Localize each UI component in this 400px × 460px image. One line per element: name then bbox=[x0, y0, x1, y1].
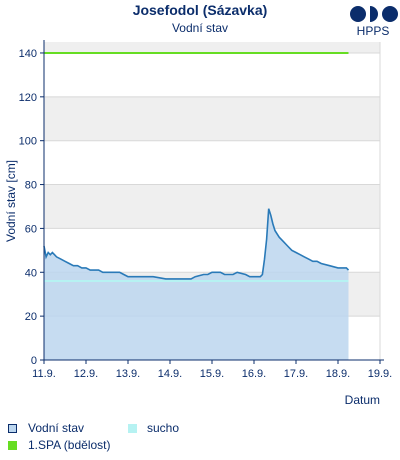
x-tick-label: 12.9. bbox=[74, 368, 98, 380]
legend-drought-swatch bbox=[128, 424, 137, 433]
x-tick-label: 14.9. bbox=[158, 368, 182, 380]
x-tick-label: 19.9. bbox=[368, 368, 392, 380]
y-tick-label: 20 bbox=[25, 311, 37, 323]
x-tick-label: 18.9. bbox=[326, 368, 350, 380]
y-tick-label: 0 bbox=[31, 355, 37, 367]
x-axis-label: Datum bbox=[345, 393, 380, 407]
x-tick-label: 15.9. bbox=[200, 368, 224, 380]
logo-text: HPPS bbox=[356, 24, 390, 38]
legend-spa-swatch bbox=[8, 441, 17, 450]
legend-water-swatch bbox=[8, 424, 17, 433]
y-axis-label: Vodní stav [cm] bbox=[4, 160, 18, 242]
hpps-logo: HPPS bbox=[346, 4, 400, 42]
x-tick-label: 17.9. bbox=[284, 368, 308, 380]
x-tick-label: 16.9. bbox=[242, 368, 266, 380]
y-tick-label: 80 bbox=[25, 180, 37, 192]
legend-spa-label: 1.SPA (bdělost) bbox=[28, 438, 111, 452]
x-tick-label: 13.9. bbox=[116, 368, 140, 380]
water-level-line bbox=[43, 208, 350, 280]
water-level-area bbox=[44, 208, 349, 360]
grid-band bbox=[44, 42, 380, 53]
logo-icon bbox=[350, 6, 398, 22]
y-tick-label: 140 bbox=[19, 48, 37, 60]
grid-band bbox=[44, 184, 380, 229]
legend-water-label: Vodní stav bbox=[28, 421, 85, 435]
y-tick-label: 40 bbox=[25, 267, 37, 279]
y-tick-label: 60 bbox=[25, 223, 37, 235]
y-tick-label: 100 bbox=[19, 136, 37, 148]
chart-subtitle: Vodní stav bbox=[171, 21, 229, 35]
legend-drought-label: sucho bbox=[147, 421, 180, 435]
x-tick-label: 11.9. bbox=[32, 368, 56, 380]
y-tick-label: 120 bbox=[19, 92, 37, 104]
chart-title: Josefodol (Sázavka) bbox=[132, 2, 268, 18]
grid-band bbox=[44, 96, 380, 141]
